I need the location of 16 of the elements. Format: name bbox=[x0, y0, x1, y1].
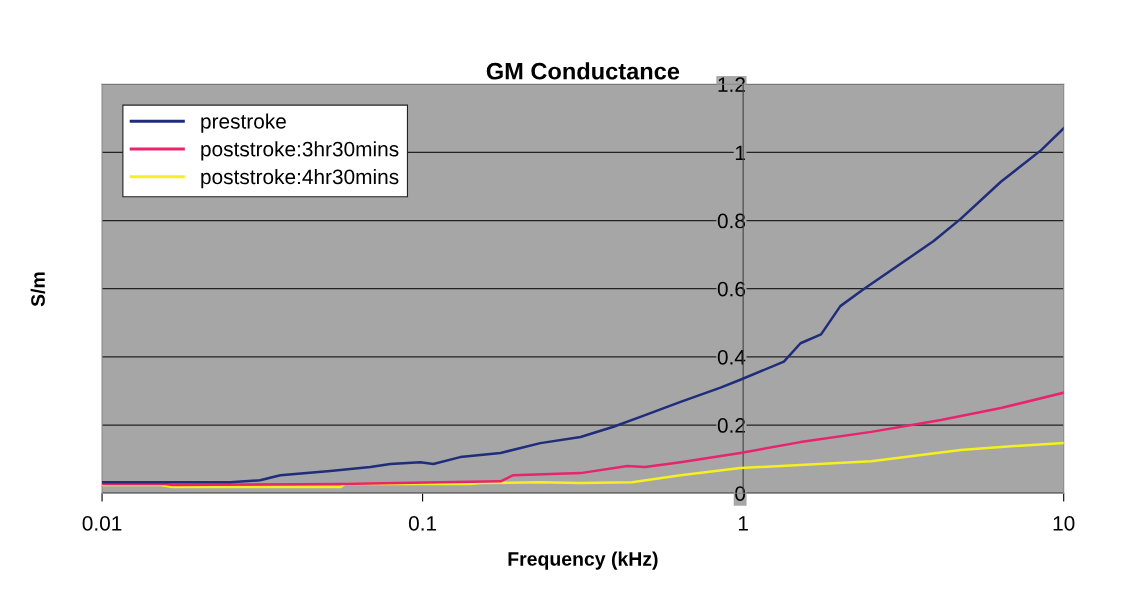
y-tick-label: 0.6 bbox=[717, 281, 746, 297]
y-tick-label: 0.8 bbox=[717, 213, 746, 229]
legend-label: poststroke:4hr30mins bbox=[201, 168, 399, 189]
legend-label: poststroke:3hr30mins bbox=[201, 141, 399, 161]
y-tick-label: 0.2 bbox=[717, 418, 745, 433]
x-tick-label: 0.1 bbox=[408, 516, 437, 531]
y-axis-title: S/m bbox=[30, 272, 46, 307]
x-tick-label: 0.01 bbox=[82, 516, 122, 531]
legend-label: prestroke bbox=[201, 113, 286, 133]
y-tick-label: 0.4 bbox=[717, 349, 746, 365]
y-tick-label: 1.2 bbox=[718, 77, 745, 92]
y-tick-label: 0 bbox=[735, 486, 746, 501]
x-axis-title: Frequency (kHz) bbox=[508, 551, 658, 570]
chart-title: GM Conductance bbox=[486, 62, 680, 80]
x-tick-label: 10 bbox=[1053, 516, 1075, 531]
y-tick-label: 1 bbox=[735, 145, 745, 160]
